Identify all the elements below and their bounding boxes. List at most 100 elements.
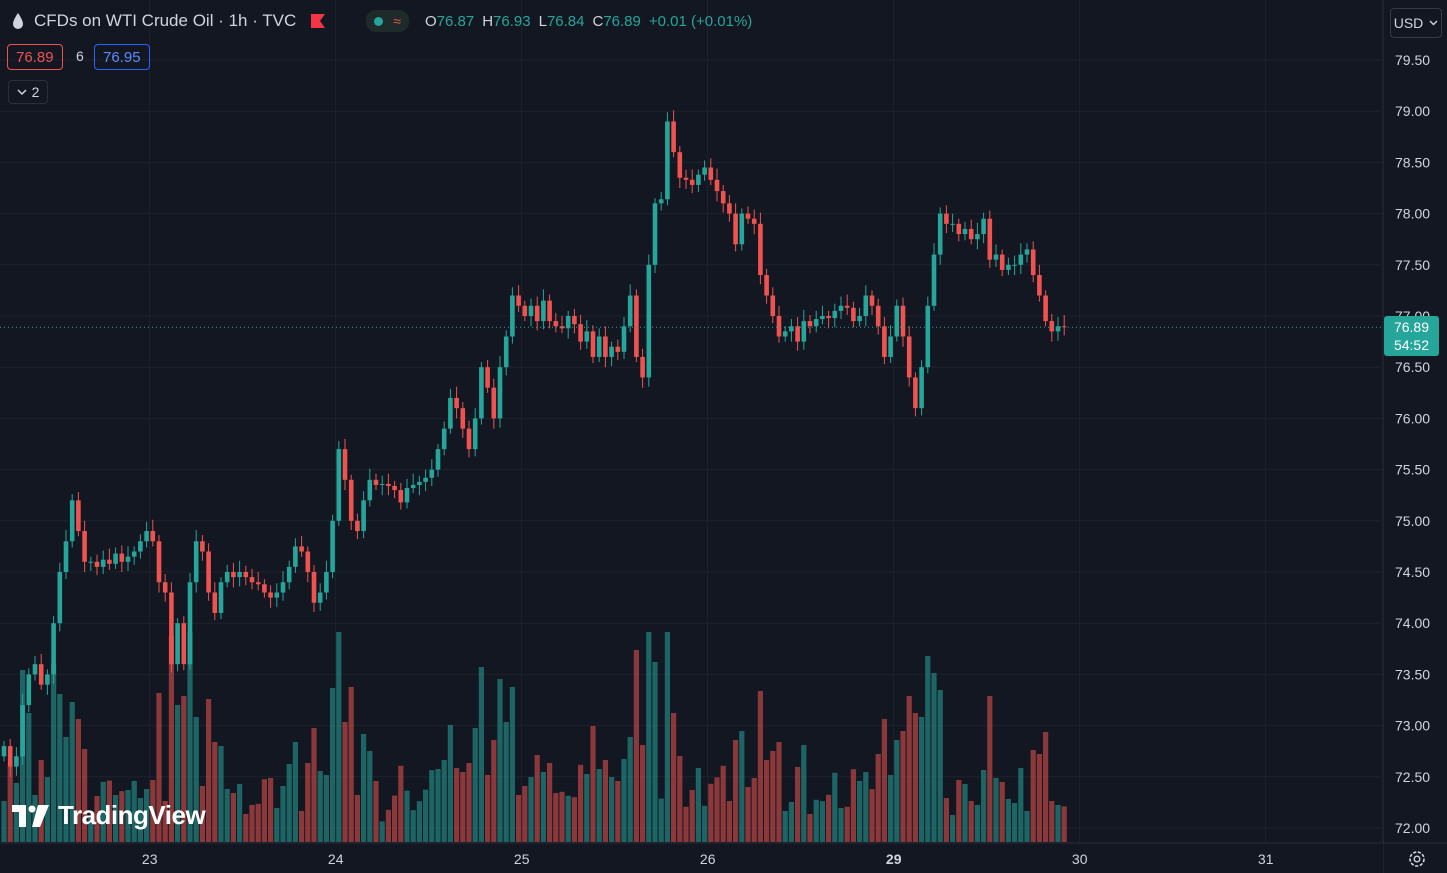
grid bbox=[0, 0, 1383, 843]
candle-body bbox=[268, 592, 273, 598]
candle-body bbox=[379, 483, 385, 485]
volume-bar bbox=[509, 687, 515, 842]
last-price-value: 76.89 bbox=[1393, 319, 1430, 335]
volume-bar bbox=[714, 777, 720, 842]
volume-bar bbox=[175, 705, 181, 842]
candle-body bbox=[231, 572, 236, 578]
ohlc-values: O76.87 H76.93 L76.84 C76.89 +0.01 (+0.01… bbox=[425, 13, 752, 30]
volume-bar bbox=[1061, 806, 1067, 842]
candle-body bbox=[677, 152, 683, 178]
wave-icon: ≈ bbox=[393, 13, 401, 29]
volume-bar bbox=[75, 719, 81, 842]
volume-bar bbox=[354, 795, 360, 842]
price-tick-label: 72.00 bbox=[1395, 820, 1430, 836]
candle-body bbox=[584, 331, 590, 342]
indicators-collapse-button[interactable]: 2 bbox=[8, 80, 48, 104]
volume-bar bbox=[658, 798, 664, 842]
volume-bar bbox=[1055, 805, 1061, 842]
candle-body bbox=[913, 377, 918, 409]
candle-body bbox=[838, 305, 844, 311]
candle-body bbox=[57, 572, 63, 624]
candle-body bbox=[900, 305, 906, 337]
volume-bar bbox=[912, 713, 918, 842]
candle-body bbox=[578, 324, 583, 342]
candle-body bbox=[175, 623, 180, 665]
chevron-down-icon bbox=[1429, 20, 1438, 26]
volume-bar bbox=[677, 756, 683, 842]
time-tick-label: 24 bbox=[328, 851, 344, 867]
volume-bar bbox=[751, 778, 757, 842]
candle-body bbox=[534, 305, 540, 322]
volume-bar bbox=[1036, 754, 1042, 842]
candle-body bbox=[975, 234, 980, 240]
candle-body bbox=[311, 572, 317, 603]
candle-body bbox=[144, 531, 149, 542]
volume-bar bbox=[925, 656, 931, 842]
volume-bar bbox=[38, 760, 44, 842]
price-tick-label: 77.50 bbox=[1395, 257, 1430, 273]
volume-bar bbox=[547, 763, 553, 842]
candle-body bbox=[937, 213, 943, 255]
volume-bar bbox=[330, 688, 336, 842]
candle-body bbox=[1006, 264, 1011, 270]
volume-bar bbox=[1043, 732, 1049, 842]
sell-button[interactable]: 76.89 bbox=[7, 44, 63, 70]
candle-body bbox=[615, 346, 621, 352]
price-tick-label: 78.00 bbox=[1395, 206, 1430, 222]
volume-bar bbox=[181, 696, 187, 842]
candle-body bbox=[547, 300, 552, 322]
candle-body bbox=[441, 428, 447, 450]
candle-body bbox=[1061, 326, 1067, 328]
volume-bar bbox=[187, 632, 193, 842]
volume-bar bbox=[218, 746, 224, 842]
candle-body bbox=[7, 746, 13, 767]
candlesticks bbox=[1, 110, 1067, 777]
candle-body bbox=[249, 577, 255, 583]
volume-bar bbox=[44, 777, 50, 842]
candle-body bbox=[485, 367, 490, 388]
volume-bar bbox=[144, 789, 150, 842]
settings-gear-icon[interactable] bbox=[1406, 848, 1428, 870]
candle-body bbox=[751, 218, 757, 224]
volume-bar bbox=[460, 772, 466, 842]
volume-bar bbox=[578, 764, 584, 842]
volume-bar bbox=[571, 797, 577, 842]
flag-icon[interactable] bbox=[310, 13, 326, 29]
candle-body bbox=[590, 331, 596, 357]
buy-button[interactable]: 76.95 bbox=[94, 44, 150, 70]
symbol-title[interactable]: CFDs on WTI Crude Oil · 1h · TVC bbox=[34, 11, 297, 30]
candle-body bbox=[286, 566, 292, 583]
candle-body bbox=[491, 387, 497, 419]
volume-bar bbox=[776, 742, 782, 842]
volume-bar bbox=[664, 632, 670, 842]
price-tick-label: 72.50 bbox=[1395, 769, 1430, 785]
volume-bar bbox=[640, 745, 646, 842]
candle-body bbox=[76, 500, 81, 532]
market-status-pill[interactable]: ≈ bbox=[366, 10, 409, 32]
volume-bar bbox=[94, 796, 100, 842]
volume-bar bbox=[559, 791, 565, 842]
currency-label: USD bbox=[1393, 15, 1424, 31]
volume-bar bbox=[237, 784, 243, 842]
candle-body bbox=[206, 551, 211, 593]
candle-body bbox=[727, 203, 732, 214]
price-tick-label: 76.00 bbox=[1395, 410, 1430, 426]
candle-body bbox=[26, 674, 32, 706]
price-tick-label: 78.50 bbox=[1395, 154, 1430, 170]
price-tick-label: 75.00 bbox=[1395, 513, 1430, 529]
volume-bar bbox=[888, 775, 894, 842]
volume-bar bbox=[447, 725, 453, 842]
candle-body bbox=[596, 336, 602, 357]
volume-bar bbox=[323, 775, 329, 842]
candle-body bbox=[522, 305, 528, 316]
candle-body bbox=[888, 336, 893, 357]
volume-bar bbox=[795, 767, 801, 842]
currency-select[interactable]: USD bbox=[1390, 8, 1442, 38]
volume-bar bbox=[863, 772, 869, 842]
candle-body bbox=[373, 479, 379, 485]
volume-bar bbox=[230, 793, 236, 842]
candle-body bbox=[851, 307, 856, 322]
volume-bar bbox=[565, 795, 571, 842]
candle-body bbox=[813, 319, 819, 327]
